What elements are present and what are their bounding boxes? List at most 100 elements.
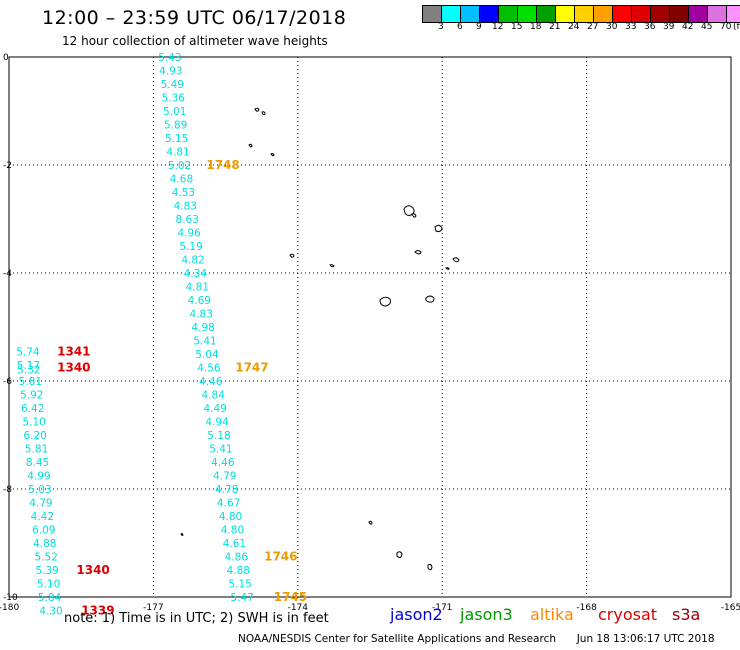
colorbar-swatch (499, 6, 518, 22)
swh-value-label: 5.89 (164, 120, 187, 132)
swh-value-label: 5.15 (228, 579, 251, 591)
legend-cryosat: cryosat (598, 605, 658, 624)
swh-value-label: 5.43 (158, 52, 181, 64)
swh-value-label: 6.20 (23, 430, 46, 442)
time-label: 1745 (274, 590, 307, 604)
y-tick-label: -4 (3, 269, 12, 279)
colorbar-swatch (594, 6, 613, 22)
swh-value-label: 4.69 (188, 295, 211, 307)
y-tick-label: -2 (3, 161, 12, 171)
chart-title: 12:00 – 23:59 UTC 06/17/2018 (42, 7, 347, 29)
footer-credit: NOAA/NESDIS Center for Satellite Applica… (238, 633, 715, 645)
swh-value-label: 4.68 (170, 174, 193, 186)
colorbar-swatch (461, 6, 480, 22)
swh-value-label: 5.74 (16, 346, 40, 358)
island-outline (180, 520, 433, 571)
swh-value-label: 5.84 (38, 592, 62, 604)
swh-value-label: 6.09 (32, 525, 55, 537)
swh-value-label: 4.42 (31, 511, 54, 523)
y-tick-label: -6 (3, 377, 12, 387)
x-tick-label: -177 (143, 603, 163, 613)
swh-value-label: 5.03 (28, 484, 51, 496)
legend-s3a: s3a (672, 605, 701, 624)
time-label: 1340 (76, 563, 109, 577)
colorbar-swatch (651, 6, 670, 22)
swh-value-label: 4.53 (172, 187, 195, 199)
swh-value-label: 4.81 (186, 282, 209, 294)
colorbar-swatch (575, 6, 594, 22)
x-tick-label: -171 (432, 603, 452, 613)
swh-value-label: 4.30 (39, 606, 62, 618)
swh-value-label: 4.83 (190, 309, 213, 321)
swh-value-label: 4.79 (29, 498, 52, 510)
plot-frame (8, 56, 732, 598)
colorbar-swatch (689, 6, 708, 22)
credit-text: NOAA/NESDIS Center for Satellite Applica… (238, 633, 556, 645)
time-label: 1747 (235, 361, 268, 375)
swh-value-label: 5.81 (19, 376, 42, 388)
colorbar-swatch (613, 6, 632, 22)
colorbar-label: 36 (644, 22, 656, 32)
colorbar-swatch (708, 6, 727, 22)
legend-altika: altika (530, 605, 574, 624)
swh-value-label: 4.93 (159, 66, 182, 78)
colorbar-label: 24 (568, 22, 580, 32)
swh-value-label: 5.02 (168, 160, 191, 172)
swh-value-label: 4.96 (177, 228, 201, 240)
x-tick-label: -180 (0, 603, 19, 613)
swh-value-label: 4.82 (181, 255, 204, 267)
island-outline (379, 295, 435, 307)
legend-jason3: jason3 (460, 605, 513, 624)
swh-value-label: 5.15 (165, 133, 188, 145)
x-tick-label: -174 (288, 603, 309, 613)
swh-value-label: 6.42 (21, 403, 44, 415)
swh-value-label: 4.79 (213, 471, 236, 483)
grid-lines: -180 -177 -174 -171 -168 -165 0 -2 -4 -6 -8 -10 (0, 53, 740, 613)
colorbar-swatch (480, 6, 499, 22)
colorbar-swatch (632, 6, 651, 22)
colorbar-swatch (727, 6, 740, 22)
swh-value-label: 5.52 (35, 552, 58, 564)
time-label: 1339 (81, 604, 114, 618)
swh-value-label: 5.04 (195, 349, 219, 361)
swh-colorbar (422, 5, 740, 23)
swh-value-label: 4.34 (184, 268, 208, 280)
x-tick-label: -168 (576, 603, 597, 613)
colorbar-label: 27 (587, 22, 599, 32)
swh-value-label: 5.49 (161, 79, 184, 91)
swh-value-label: 4.49 (203, 403, 226, 415)
swh-value-label: 8.63 (176, 214, 199, 226)
swh-value-label: 4.86 (225, 552, 249, 564)
colorbar-label: 6 (457, 22, 463, 32)
chart-subtitle: 12 hour collection of altimeter wave hei… (62, 34, 328, 48)
swh-value-label: 4.78 (215, 484, 238, 496)
swh-value-label: 5.41 (193, 336, 216, 348)
colorbar-label: 30 (606, 22, 618, 32)
time-label: 1748 (206, 158, 239, 172)
swh-value-label: 5.92 (20, 390, 43, 402)
swh-value-label: 4.67 (217, 498, 240, 510)
colorbar-label: 33 (625, 22, 637, 32)
swh-value-label: 8.45 (26, 457, 49, 469)
time-label: 1746 (264, 550, 297, 564)
colorbar-label: 18 (530, 22, 542, 32)
island-outline (248, 107, 275, 157)
swh-value-label: 4.88 (227, 565, 250, 577)
y-tick-label: 0 (3, 53, 9, 63)
colorbar-label: 21 (549, 22, 561, 32)
colorbar-swatch (518, 6, 537, 22)
colorbar-label: 9 (476, 22, 482, 32)
y-tick-label: -8 (3, 485, 12, 495)
swh-value-label: 4.84 (202, 390, 226, 402)
swh-value-label: 4.88 (33, 538, 56, 550)
swh-value-label: 4.46 (211, 457, 235, 469)
colorbar-swatch (537, 6, 556, 22)
swh-value-label: 5.17 (17, 360, 40, 372)
swh-value-label: 4.46 (199, 376, 223, 388)
swh-value-label: 5.41 (209, 444, 232, 456)
island-outlines (180, 107, 460, 571)
swh-value-label: 5.18 (207, 430, 230, 442)
swh-value-label: 4.80 (221, 525, 244, 537)
swh-value-label: 5.81 (25, 444, 48, 456)
swh-value-label: 4.99 (27, 471, 50, 483)
